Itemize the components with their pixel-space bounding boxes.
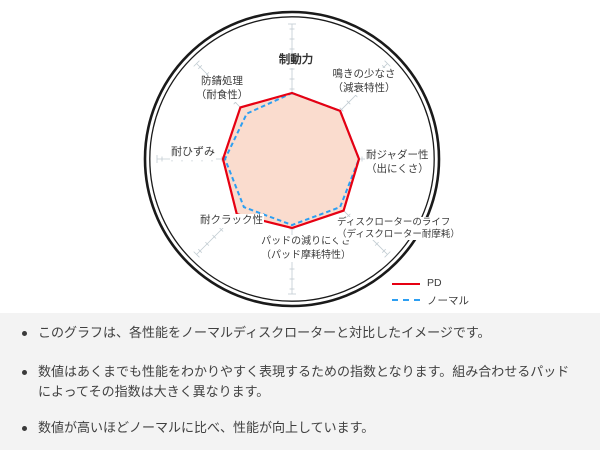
note-item: このグラフは、各性能をノーマルディスクローターと対比したイメージです。 <box>0 323 600 343</box>
axis-label-crack-resistance: 耐クラック性 <box>199 214 264 228</box>
note-text: このグラフは、各性能をノーマルディスクローターと対比したイメージです。 <box>38 325 491 340</box>
note-item: 数値はあくまでも性能をわかりやすく表現するための指数となります。組み合わせるパッ… <box>0 362 600 402</box>
pd-line-swatch <box>392 283 420 285</box>
pd-polygon <box>221 91 361 230</box>
legend-pd-label: PD <box>427 277 442 289</box>
axis-label-rotor-life: ディスクローターのライフ （ディスクローター耐摩耗） <box>336 217 461 240</box>
axis-label-pad-wear: パッドの減りにくさ （パッド摩耗特性） <box>260 235 352 262</box>
axis-label-rust-prevention: 防錆処理 （耐食性） <box>194 75 250 102</box>
note-text: 数値が高いほどノーマルに比べ、性能が向上しています。 <box>38 420 375 435</box>
normal-line-swatch <box>392 299 420 301</box>
axis-label-low-squeal: 鳴きの少なさ （減衰特性） <box>331 68 397 95</box>
notes-panel: このグラフは、各性能をノーマルディスクローターと対比したイメージです。 数値はあ… <box>0 313 600 450</box>
note-item: 数値が高いほどノーマルに比べ、性能が向上しています。 <box>0 418 600 438</box>
legend-item-pd: PD <box>392 276 502 292</box>
bullet-icon <box>22 370 27 375</box>
axis-label-braking-force: 制動力 <box>277 54 315 68</box>
pd-area-fill <box>223 93 359 228</box>
axis-label-strain-resistance: 耐ひずみ <box>170 146 216 160</box>
axis-label-judder-resistance: 耐ジャダー性 （出にくさ） <box>365 148 430 176</box>
legend-item-normal: ノーマル <box>392 292 502 308</box>
rotor-inner-ring <box>149 16 435 302</box>
bullet-icon <box>22 331 27 336</box>
chart-legend: PD ノーマル <box>392 276 502 308</box>
bullet-icon <box>22 426 27 431</box>
legend-normal-label: ノーマル <box>427 295 469 307</box>
radar-chart <box>143 10 441 308</box>
note-text: 数値はあくまでも性能をわかりやすく表現するための指数となります。組み合わせるパッ… <box>38 364 570 399</box>
